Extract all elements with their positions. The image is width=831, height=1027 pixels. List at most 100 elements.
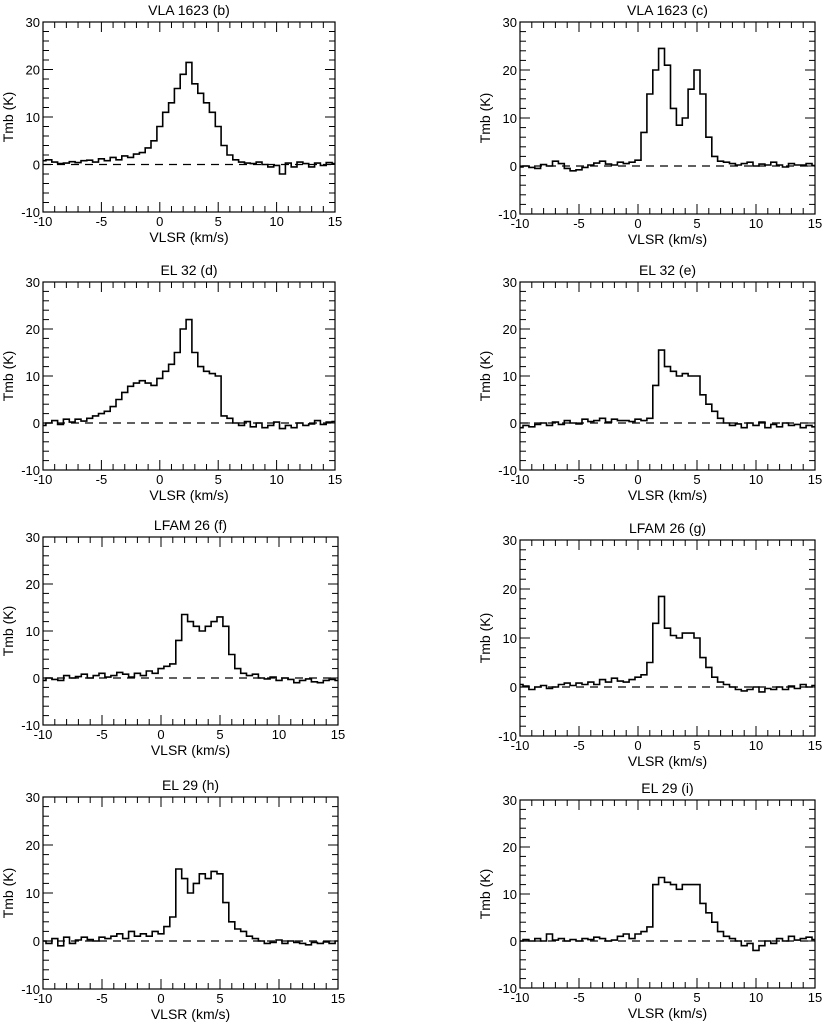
y-tick-label: 30 (503, 533, 517, 548)
y-tick-label: 10 (26, 886, 40, 901)
x-tick-label: -5 (573, 738, 585, 753)
x-tick-label: -5 (96, 991, 108, 1006)
y-tick-label: 10 (26, 624, 40, 639)
x-tick-label: 15 (331, 991, 345, 1006)
y-tick-label: 0 (33, 158, 40, 173)
x-tick-label: 5 (693, 472, 700, 487)
chart-title: LFAM 26 (f) (154, 517, 227, 533)
chart-title: EL 29 (h) (162, 777, 219, 793)
y-axis-label: Tmb (K) (0, 606, 16, 657)
chart-panel: -10 -5 0 5 10 15 -10 0 10 20 30 VLA 1623 (b) VLSR (k… (0, 2, 342, 245)
spectrum-line (43, 613, 338, 684)
y-tick-label: -10 (498, 729, 517, 744)
x-axis-label: VLSR (km/s) (628, 753, 707, 769)
y-axis-label: Tmb (K) (0, 92, 16, 143)
plot-frame (42, 21, 336, 213)
spectrum-line (43, 318, 335, 430)
spectrum-line (520, 595, 815, 693)
y-axis-label: Tmb (K) (0, 868, 16, 919)
chart-title: EL 29 (i) (641, 780, 693, 796)
x-tick-label: -10 (511, 472, 530, 487)
x-tick-label: 5 (215, 472, 222, 487)
chart-panel: -10 -5 0 5 10 15 -10 0 10 20 30 EL 32 (e) VLSR (km/s… (477, 262, 822, 503)
x-tick-label: -5 (573, 990, 585, 1005)
x-axis-label: VLSR (km/s) (628, 231, 707, 247)
y-tick-label: -10 (498, 981, 517, 996)
chart-panel: -10 -5 0 5 10 15 -10 0 10 20 30 EL 29 (i) VLSR (km/s… (477, 780, 822, 1021)
y-tick-label: 10 (503, 631, 517, 646)
x-tick-label: 10 (749, 216, 763, 231)
x-tick-label: 0 (156, 472, 163, 487)
y-tick-label: -10 (21, 718, 40, 733)
spectrum-line (520, 47, 815, 172)
x-tick-label: 10 (272, 991, 286, 1006)
y-tick-label: 0 (510, 934, 517, 949)
x-tick-label: -5 (96, 472, 108, 487)
chart-panel: -10 -5 0 5 10 15 -10 0 10 20 30 VLA 1623 (c) VLSR (k… (477, 2, 822, 247)
y-tick-label: 0 (510, 680, 517, 695)
y-tick-label: 30 (26, 15, 40, 30)
x-tick-label: -10 (511, 216, 530, 231)
y-axis-label: Tmb (K) (477, 869, 493, 920)
plot-frame (519, 799, 816, 989)
x-tick-label: -5 (96, 214, 108, 229)
chart-panel: -10 -5 0 5 10 15 -10 0 10 20 30 EL 29 (h) VLSR (km/s… (0, 777, 345, 1022)
y-tick-label: 10 (503, 369, 517, 384)
chart-panel: -10 -5 0 5 10 15 -10 0 10 20 30 LFAM 26 (g) VLSR (km… (477, 520, 822, 769)
x-tick-label: 0 (156, 214, 163, 229)
spectrum-line (43, 61, 335, 175)
y-tick-label: 30 (503, 15, 517, 30)
x-tick-label: 0 (157, 991, 164, 1006)
chart-panel: -10 -5 0 5 10 15 -10 0 10 20 30 EL 32 (d) VLSR (km/s… (0, 262, 342, 503)
spectrum-line (43, 868, 338, 947)
y-tick-label: 10 (503, 111, 517, 126)
chart-title: LFAM 26 (g) (629, 520, 706, 536)
y-tick-label: -10 (498, 207, 517, 222)
x-tick-label: 0 (634, 216, 641, 231)
x-axis-label: VLSR (km/s) (628, 1005, 707, 1021)
x-tick-label: 10 (749, 990, 763, 1005)
y-tick-label: 30 (26, 275, 40, 290)
y-axis-label: Tmb (K) (477, 93, 493, 144)
x-tick-label: -10 (34, 727, 53, 742)
x-tick-label: 15 (328, 214, 342, 229)
chart-panel: -10 -5 0 5 10 15 -10 0 10 20 30 LFAM 26 (f) VLSR (km… (0, 517, 345, 758)
x-tick-label: 5 (216, 727, 223, 742)
x-axis-label: VLSR (km/s) (628, 487, 707, 503)
spectrum-line (520, 349, 815, 429)
x-tick-label: 15 (328, 472, 342, 487)
y-tick-label: 20 (503, 322, 517, 337)
y-tick-label: 0 (33, 934, 40, 949)
x-tick-label: 15 (331, 727, 345, 742)
x-tick-label: 15 (808, 990, 822, 1005)
x-tick-label: 10 (269, 214, 283, 229)
x-tick-label: -10 (511, 738, 530, 753)
y-tick-label: 30 (26, 790, 40, 805)
x-tick-label: -10 (34, 214, 53, 229)
x-tick-label: 5 (215, 214, 222, 229)
x-axis-label: VLSR (km/s) (151, 742, 230, 758)
x-tick-label: 15 (808, 216, 822, 231)
chart-title: EL 32 (e) (639, 262, 696, 278)
x-tick-label: -5 (573, 472, 585, 487)
x-tick-label: 5 (693, 216, 700, 231)
x-tick-label: -5 (96, 727, 108, 742)
y-tick-label: -10 (21, 982, 40, 997)
y-tick-label: -10 (21, 205, 40, 220)
y-tick-label: 0 (510, 159, 517, 174)
plot-frame (42, 281, 336, 471)
y-tick-label: 20 (26, 838, 40, 853)
y-tick-label: 30 (26, 530, 40, 545)
x-tick-label: 0 (157, 727, 164, 742)
x-tick-label: 10 (272, 727, 286, 742)
y-tick-label: 30 (503, 793, 517, 808)
x-axis-label: VLSR (km/s) (151, 1006, 230, 1022)
y-tick-label: 0 (33, 416, 40, 431)
x-tick-label: 10 (749, 738, 763, 753)
plot-frame (519, 539, 816, 737)
spectrum-line (520, 876, 815, 952)
x-axis-label: VLSR (km/s) (149, 229, 228, 245)
y-tick-label: 0 (33, 671, 40, 686)
y-tick-label: 30 (503, 275, 517, 290)
x-tick-label: 5 (693, 990, 700, 1005)
